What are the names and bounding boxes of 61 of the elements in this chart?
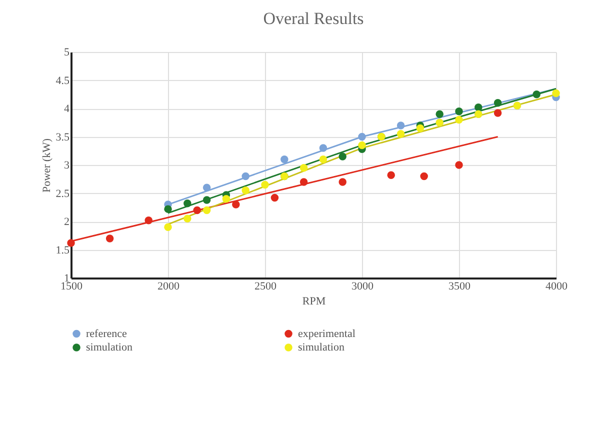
- point: [552, 89, 560, 98]
- x-axis-title: RPM: [302, 296, 326, 308]
- chart-title: Overal Results: [263, 9, 364, 28]
- point: [387, 171, 395, 180]
- y-axis-title: Power (kW): [40, 138, 53, 193]
- point: [144, 216, 152, 224]
- y-tick-label: 1.5: [56, 244, 70, 256]
- point: [494, 109, 502, 117]
- x-tick-label: 3500: [448, 280, 471, 292]
- x-tick-label: 3000: [352, 280, 374, 292]
- point: [242, 172, 250, 180]
- point: [261, 180, 269, 189]
- point: [300, 164, 308, 172]
- y-tick-label: 2: [64, 216, 70, 228]
- point: [164, 223, 172, 232]
- legend-label: simulation: [298, 342, 345, 354]
- point: [67, 239, 75, 247]
- point: [420, 172, 428, 180]
- point: [184, 214, 192, 223]
- point: [396, 122, 405, 130]
- x-tick-label: 2000: [158, 280, 180, 292]
- y-tick-label: 5: [64, 46, 70, 58]
- point: [338, 152, 346, 160]
- point: [319, 155, 328, 164]
- point: [532, 90, 540, 98]
- point: [106, 234, 114, 242]
- y-tick-label: 2.5: [56, 188, 70, 200]
- point: [416, 124, 424, 132]
- point: [358, 132, 366, 141]
- point: [232, 200, 240, 208]
- point: [396, 130, 405, 138]
- x-tick-label: 4000: [546, 280, 568, 292]
- point: [184, 200, 192, 208]
- x-tick-label: 2500: [254, 280, 277, 292]
- point: [202, 206, 211, 214]
- point: [222, 195, 230, 203]
- legend-label: reference: [86, 328, 128, 340]
- point: [242, 186, 250, 194]
- point: [193, 206, 201, 214]
- y-tick-label: 4: [64, 103, 70, 115]
- y-tick-label: 3: [64, 160, 70, 172]
- point: [455, 161, 463, 169]
- point: [358, 141, 366, 150]
- point: [474, 104, 482, 112]
- point: [202, 184, 211, 192]
- legend-label: experimental: [298, 328, 356, 340]
- point: [436, 110, 444, 118]
- point: [280, 155, 288, 164]
- point: [455, 116, 463, 124]
- point: [270, 194, 279, 202]
- point: [494, 98, 502, 107]
- point: [338, 178, 346, 186]
- point: [455, 107, 463, 116]
- point: [300, 178, 308, 186]
- y-tick-label: 4.5: [56, 74, 70, 87]
- y-tick-label: 3.5: [56, 131, 70, 144]
- point: [319, 144, 328, 152]
- point: [202, 196, 211, 204]
- x-tick-label: 1500: [60, 280, 83, 292]
- point: [164, 205, 172, 213]
- legend-label: simulation: [86, 342, 133, 354]
